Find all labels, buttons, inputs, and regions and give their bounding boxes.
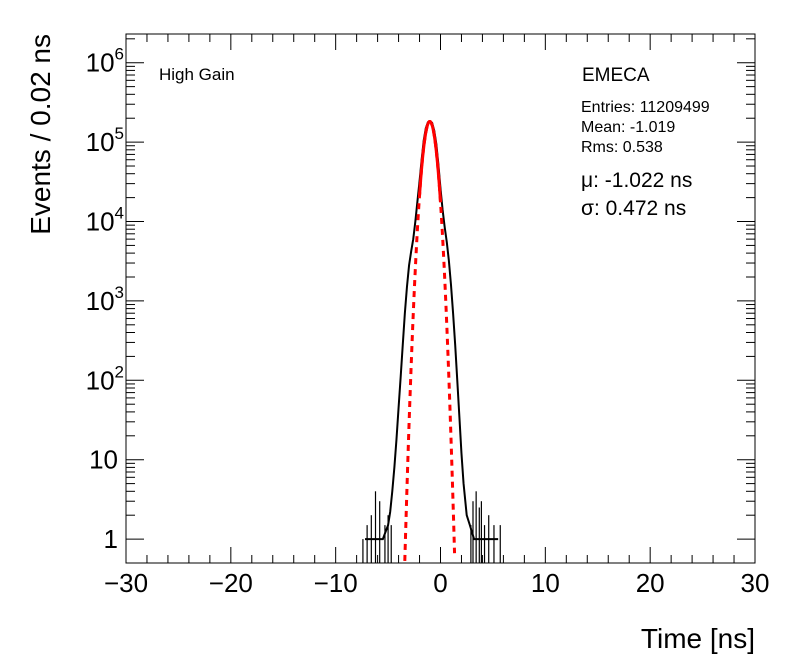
- axis-ticks: [125, 34, 756, 563]
- y-tick-label: 103: [86, 283, 124, 316]
- entries-label: Entries: 11209499: [581, 99, 710, 116]
- y-tick-label: 10: [89, 445, 118, 475]
- rms-label: Rms: 0.538: [581, 139, 663, 156]
- y-tick-label: 1: [104, 524, 118, 554]
- y-tick-label: 106: [86, 45, 124, 78]
- x-tick-label: 30: [741, 568, 770, 598]
- gain-label: High Gain: [159, 65, 235, 84]
- x-tick-label: −10: [314, 568, 358, 598]
- mean-label: Mean: -1.019: [581, 119, 675, 136]
- y-tick-base: 1: [104, 524, 118, 554]
- y-tick-base: 10: [86, 127, 115, 157]
- y-tick-exponent: 4: [115, 204, 124, 223]
- x-tick-label: −30: [104, 568, 148, 598]
- y-tick-base: 10: [86, 365, 115, 395]
- gaussian-fit-dashed: [403, 119, 457, 561]
- series-layer: [362, 119, 501, 563]
- y-tick-label: 105: [86, 124, 124, 157]
- y-axis-label: Events / 0.02 ns: [25, 34, 56, 235]
- x-tick-label: −20: [209, 568, 253, 598]
- y-tick-exponent: 6: [115, 45, 124, 64]
- x-tick-label: 20: [636, 568, 665, 598]
- gaussian-fit-solid: [418, 119, 442, 203]
- y-tick-exponent: 5: [115, 124, 124, 143]
- y-tick-exponent: 2: [115, 362, 124, 381]
- x-tick-label: 10: [531, 568, 560, 598]
- x-tick-label: 0: [433, 568, 447, 598]
- y-tick-base: 10: [86, 286, 115, 316]
- y-tick-base: 10: [86, 48, 115, 78]
- fit-sigma-label: σ: 0.472 ns: [581, 197, 686, 220]
- y-tick-label: 102: [86, 362, 124, 395]
- x-axis-label: Time [ns]: [641, 623, 755, 654]
- y-tick-exponent: 3: [115, 283, 124, 302]
- y-tick-base: 10: [89, 445, 118, 475]
- x-tick-labels: −30 −20 −10 0 10 20 30: [104, 568, 770, 598]
- y-tick-base: 10: [86, 207, 115, 237]
- detector-label: EMECA: [582, 65, 650, 86]
- fit-mu-label: μ: -1.022 ns: [581, 169, 692, 192]
- y-tick-label: 104: [86, 204, 124, 237]
- histogram-line: [365, 120, 499, 541]
